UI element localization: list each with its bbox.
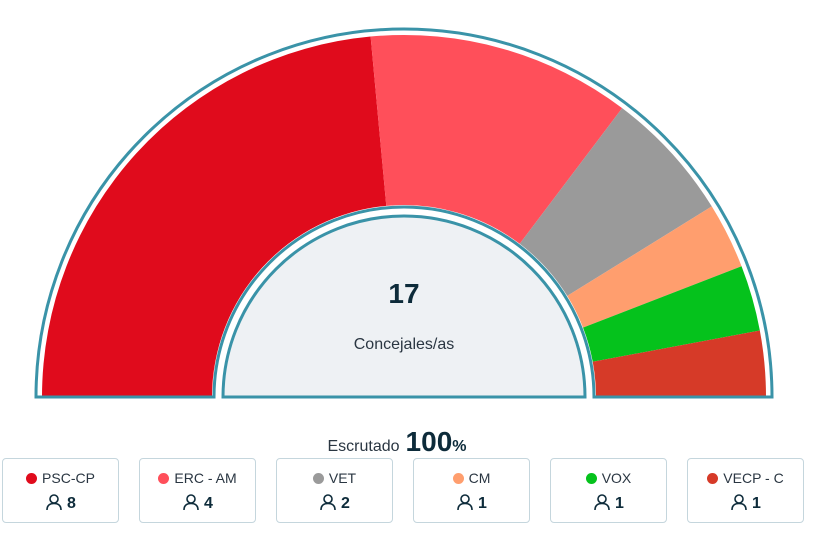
party-color-dot xyxy=(158,473,170,484)
user-icon xyxy=(46,494,62,511)
legend-name-row: CM xyxy=(414,470,529,486)
sector-psc-cp[interactable] xyxy=(42,36,387,398)
sector-vet[interactable] xyxy=(519,108,712,296)
chart-outline xyxy=(34,27,774,399)
party-name: PSC-CP xyxy=(42,470,95,486)
party-seats: 8 xyxy=(67,495,76,512)
party-name: VOX xyxy=(601,470,632,486)
legend-card-psc-cp[interactable]: PSC-CP 8 xyxy=(2,458,119,523)
hemicycle-chart: 17 Concejales/as xyxy=(34,27,774,399)
legend-seat-row: 1 xyxy=(688,493,803,513)
legend-name-row: PSC-CP xyxy=(3,470,118,486)
legend-card-vecp-c[interactable]: VECP - C 1 xyxy=(687,458,804,523)
center-panel xyxy=(221,214,587,399)
party-name: ERC - AM xyxy=(174,470,237,486)
sector-vox[interactable] xyxy=(583,266,760,362)
party-color-dot xyxy=(26,473,38,484)
user-icon xyxy=(594,494,610,511)
center-half-circle xyxy=(221,214,587,399)
party-seats: 2 xyxy=(341,495,350,512)
party-name: CM xyxy=(468,470,491,486)
legend-seat-row: 4 xyxy=(140,493,255,513)
total-seats-label: Concejales/as xyxy=(354,336,455,353)
scrutiny-status: Escrutado 100% xyxy=(0,426,794,458)
legend-name-row: VOX xyxy=(551,470,666,486)
party-legend: PSC-CP 8 ERC - AM 4 VET 2 CM 1 VOX 1 VECP - C 1 xyxy=(2,458,812,525)
total-seats-value: 17 xyxy=(388,278,419,309)
legend-card-vet[interactable]: VET 2 xyxy=(276,458,393,523)
legend-card-vox[interactable]: VOX 1 xyxy=(550,458,667,523)
party-seats: 1 xyxy=(752,495,761,512)
scrutiny-label: Escrutado xyxy=(327,438,400,455)
party-seats: 1 xyxy=(615,495,624,512)
party-name: VECP - C xyxy=(723,470,784,486)
sector-erc-am[interactable] xyxy=(370,34,623,244)
legend-seat-row: 8 xyxy=(3,493,118,513)
user-icon xyxy=(183,494,199,511)
party-color-dot xyxy=(312,473,324,484)
legend-card-cm[interactable]: CM 1 xyxy=(413,458,530,523)
legend-card-erc-am[interactable]: ERC - AM 4 xyxy=(139,458,256,523)
scrutiny-value: 100 xyxy=(405,426,453,457)
user-icon xyxy=(731,494,747,511)
user-icon xyxy=(457,494,473,511)
legend-name-row: VECP - C xyxy=(688,470,803,486)
outer-outline xyxy=(34,27,774,399)
party-name: VET xyxy=(328,470,357,486)
legend-name-row: VET xyxy=(277,470,392,486)
party-seats: 1 xyxy=(478,495,487,512)
seat-sectors xyxy=(42,34,766,398)
scrutiny-unit: % xyxy=(452,438,467,455)
legend-seat-row: 2 xyxy=(277,493,392,513)
legend-seat-row: 1 xyxy=(551,493,666,513)
user-icon xyxy=(320,494,336,511)
party-color-dot xyxy=(452,473,464,484)
party-color-dot xyxy=(707,473,719,484)
sector-cm[interactable] xyxy=(567,206,742,328)
party-seats: 4 xyxy=(204,495,213,512)
legend-name-row: ERC - AM xyxy=(140,470,255,486)
party-color-dot xyxy=(585,473,597,484)
sector-vecp-c[interactable] xyxy=(592,330,766,397)
legend-seat-row: 1 xyxy=(414,493,529,513)
